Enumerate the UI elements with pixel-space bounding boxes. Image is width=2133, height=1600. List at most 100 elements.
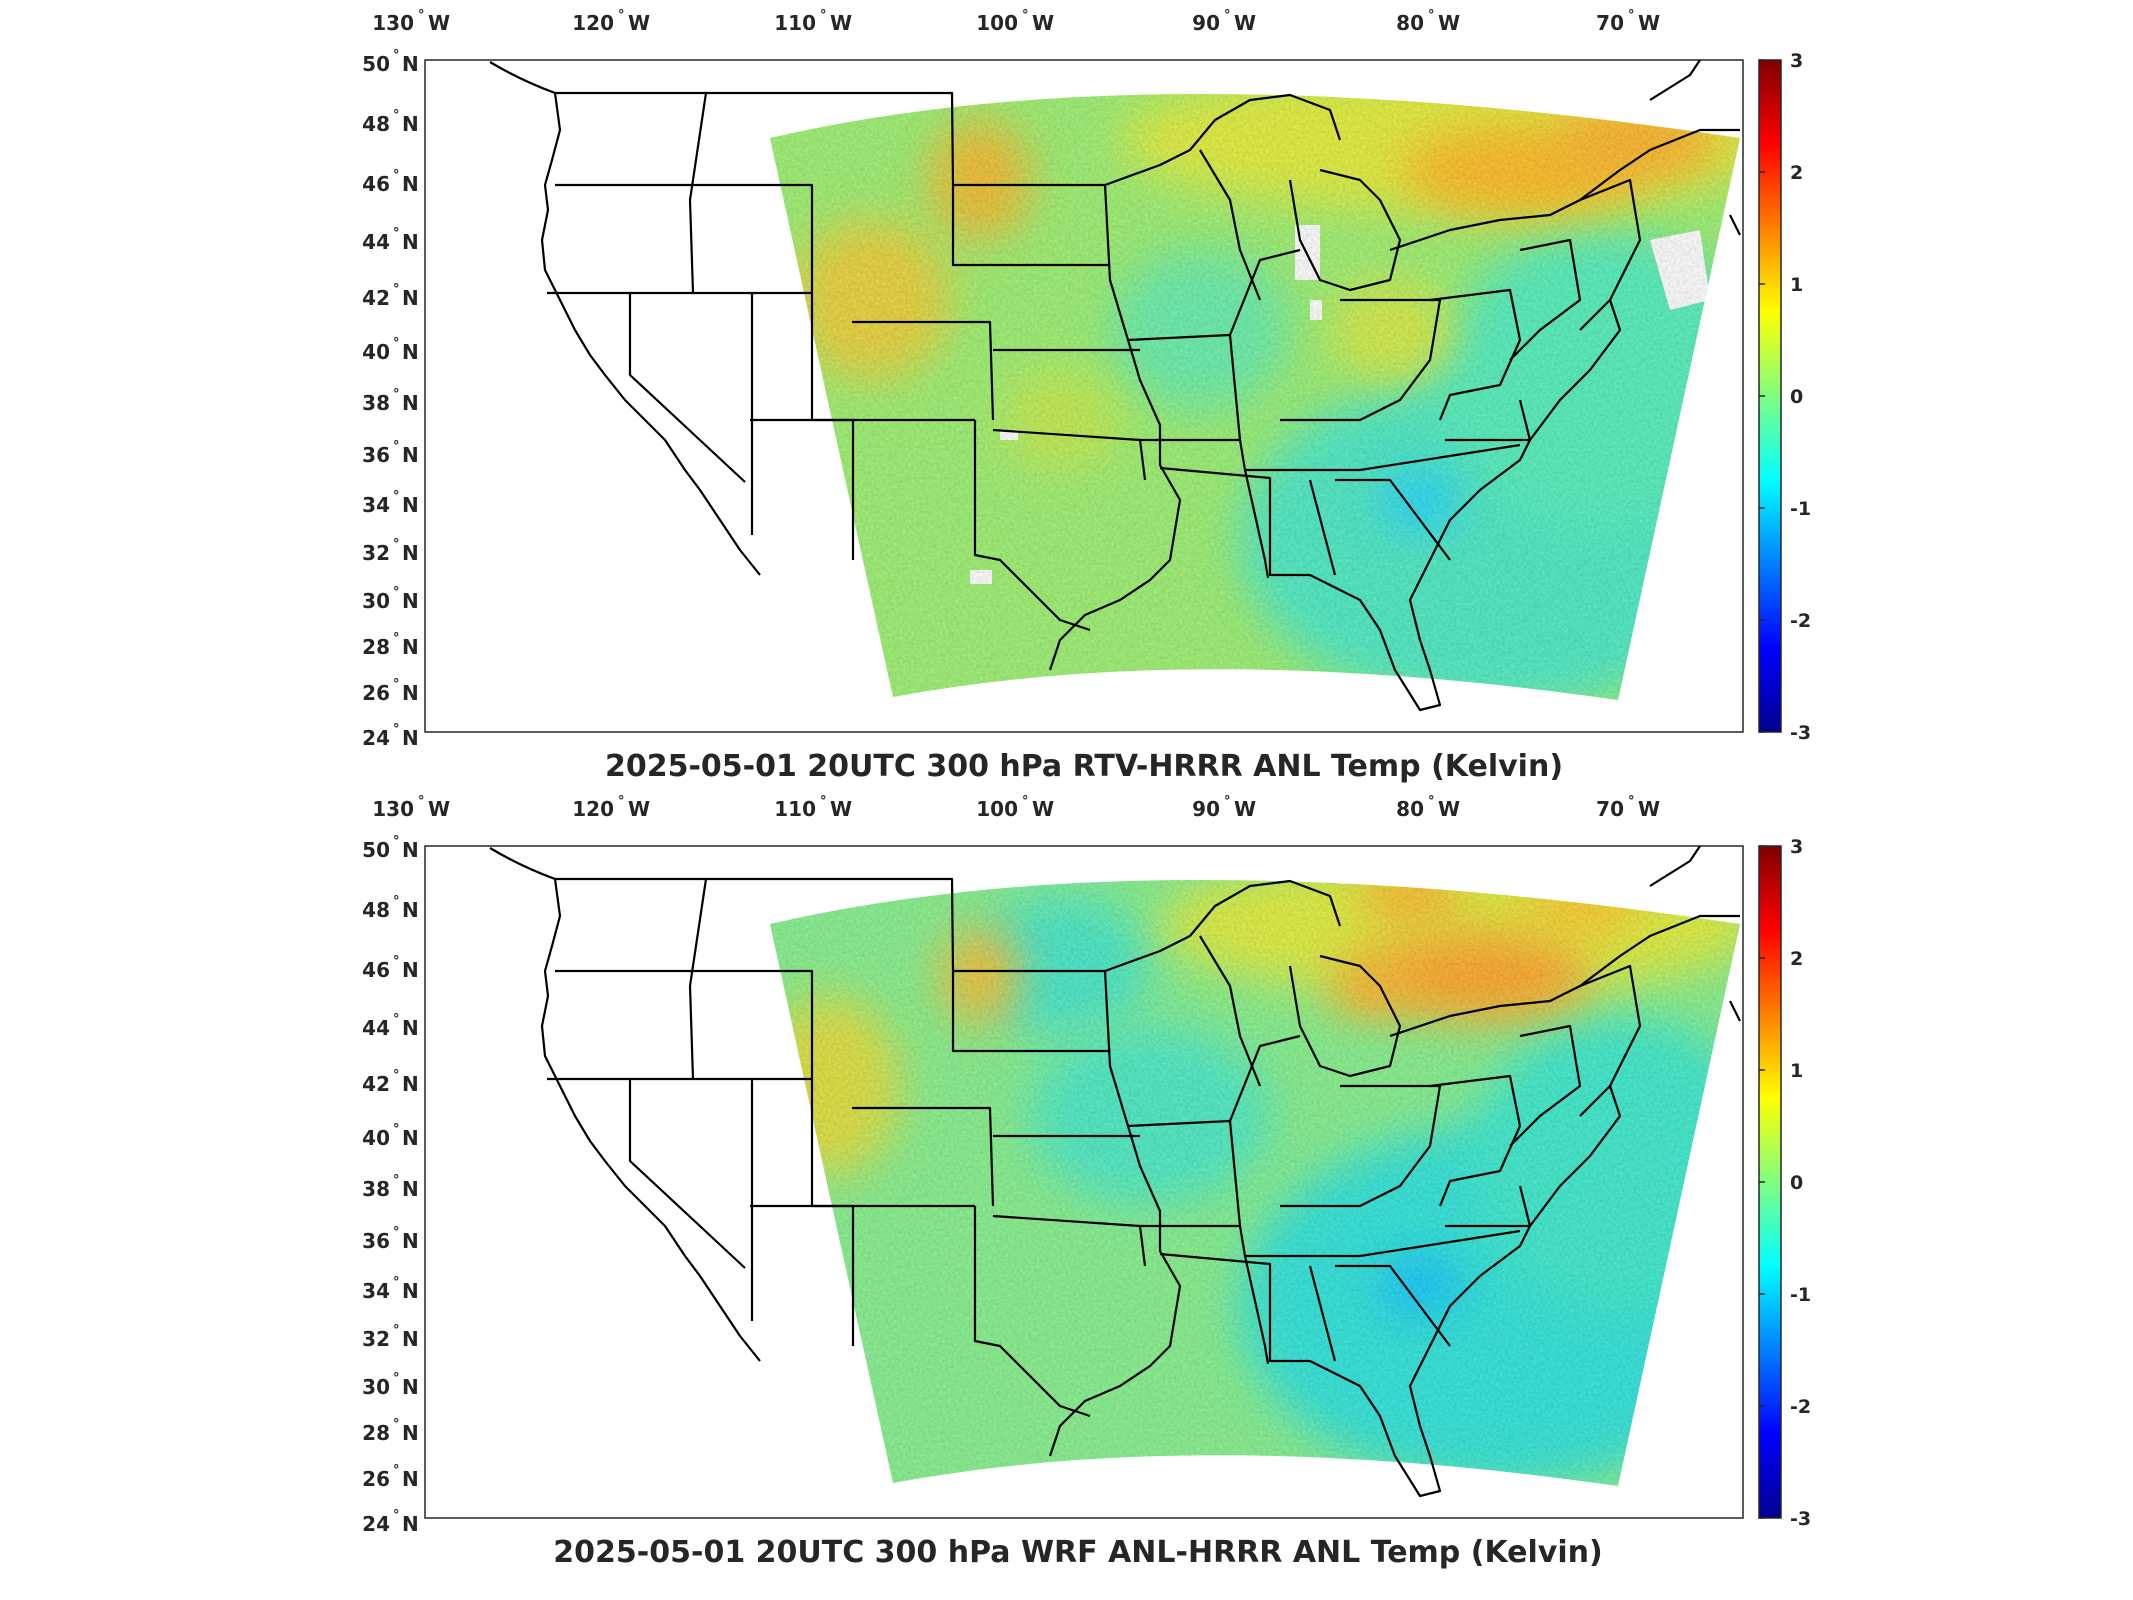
state-borders	[489, 59, 1741, 712]
svg-text:48: 48	[362, 112, 390, 136]
svg-text:W: W	[1638, 797, 1660, 821]
latitude-tick-label: 36 ° N	[362, 439, 419, 467]
svg-text:°: °	[418, 794, 425, 809]
svg-text:°: °	[393, 677, 400, 692]
svg-text:70: 70	[1596, 11, 1624, 35]
longitude-tick-label: 120 ° W	[572, 8, 650, 35]
svg-text:N: N	[402, 1421, 419, 1445]
latitude-tick-label: 44 ° N	[362, 226, 419, 254]
latitude-tick-label: 40 ° N	[362, 1122, 419, 1150]
colorbar-tick-label: -1	[1790, 498, 1811, 520]
svg-text:110: 110	[774, 797, 816, 821]
svg-text:70: 70	[1596, 797, 1624, 821]
latitude-tick-label: 42 ° N	[362, 1068, 419, 1096]
svg-text:W: W	[1032, 11, 1054, 35]
latitude-tick-label: 30 ° N	[362, 585, 419, 613]
svg-text:34: 34	[362, 1279, 390, 1303]
svg-text:N: N	[402, 958, 419, 982]
svg-text:100: 100	[976, 797, 1018, 821]
svg-text:44: 44	[362, 1016, 390, 1040]
svg-text:°: °	[393, 1122, 400, 1137]
svg-text:°: °	[393, 168, 400, 183]
svg-text:°: °	[1428, 8, 1435, 23]
svg-text:90: 90	[1192, 797, 1220, 821]
longitude-tick-label: 130 ° W	[372, 794, 450, 821]
latitude-ticks: 50 ° N48 ° N46 ° N44 ° N42 ° N40 ° N38 ° N36 ° N34 ° N32 ° N…	[362, 48, 419, 750]
latitude-tick-label: 32 ° N	[362, 537, 419, 565]
svg-text:80: 80	[1396, 797, 1424, 821]
latitude-tick-label: 36 ° N	[362, 1225, 419, 1253]
latitude-tick-label: 26 ° N	[362, 1463, 419, 1491]
svg-text:°: °	[393, 336, 400, 351]
svg-text:46: 46	[362, 172, 390, 196]
svg-text:°: °	[820, 794, 827, 809]
longitude-tick-label: 70 ° W	[1596, 794, 1660, 821]
svg-text:N: N	[402, 1327, 419, 1351]
svg-text:°: °	[393, 108, 400, 123]
longitude-tick-label: 100 ° W	[976, 794, 1054, 821]
latitude-tick-label: 28 ° N	[362, 631, 419, 659]
latitude-tick-label: 40 ° N	[362, 336, 419, 364]
svg-text:N: N	[402, 1016, 419, 1040]
svg-text:N: N	[402, 340, 419, 364]
colorbar-ticks: 3 2 1 0 -1 -2 -3	[1759, 836, 1811, 1530]
latitude-tick-label: 50 ° N	[362, 48, 419, 76]
colorbar-tick-label: -1	[1790, 1284, 1811, 1306]
latitude-tick-label: 46 ° N	[362, 168, 419, 196]
svg-text:°: °	[1428, 794, 1435, 809]
svg-text:°: °	[393, 1463, 400, 1478]
longitude-ticks: 130 ° W 120 ° W 110 ° W 100 ° W 90 ° W 80 ° W 70 ° W	[372, 8, 1660, 35]
colorbar-ticks: 3 2 1 0 -1 -2 -3	[1759, 50, 1811, 744]
svg-text:N: N	[402, 635, 419, 659]
latitude-tick-label: 48 ° N	[362, 108, 419, 136]
svg-text:N: N	[402, 286, 419, 310]
colorbar-tick-label: 2	[1790, 162, 1803, 184]
svg-text:W: W	[1438, 797, 1460, 821]
svg-text:38: 38	[362, 391, 390, 415]
colorbar-tick-label: 2	[1790, 948, 1803, 970]
svg-text:130: 130	[372, 797, 414, 821]
svg-text:48: 48	[362, 898, 390, 922]
svg-text:N: N	[402, 1229, 419, 1253]
svg-text:W: W	[830, 11, 852, 35]
panel-title: 2025-05-01 20UTC 300 hPa WRF ANL-HRRR AN…	[553, 1535, 1602, 1570]
colorbar-tick-label: -2	[1790, 610, 1811, 632]
latitude-tick-label: 24 ° N	[362, 1508, 419, 1536]
svg-text:32: 32	[362, 541, 390, 565]
svg-text:80: 80	[1396, 11, 1424, 35]
svg-text:°: °	[393, 282, 400, 297]
state-borders	[489, 845, 1741, 1498]
svg-text:W: W	[628, 797, 650, 821]
svg-text:N: N	[402, 1072, 419, 1096]
svg-text:°: °	[393, 1323, 400, 1338]
svg-text:°: °	[393, 834, 400, 849]
svg-text:°: °	[393, 48, 400, 63]
svg-text:°: °	[393, 226, 400, 241]
colorbar-tick-label: -2	[1790, 1396, 1811, 1418]
temperature-difference-field	[770, 880, 1740, 1486]
svg-text:W: W	[428, 797, 450, 821]
colorbar-tick-label: 3	[1790, 836, 1803, 858]
svg-text:130: 130	[372, 11, 414, 35]
longitude-tick-label: 130 ° W	[372, 8, 450, 35]
svg-text:°: °	[1022, 8, 1029, 23]
colorbar-tick-label: -3	[1790, 722, 1811, 744]
svg-text:N: N	[402, 443, 419, 467]
panel-title: 2025-05-01 20UTC 300 hPa RTV-HRRR ANL Te…	[605, 749, 1563, 784]
svg-text:°: °	[393, 387, 400, 402]
colorbar-tick-label: -3	[1790, 1508, 1811, 1530]
svg-text:44: 44	[362, 230, 390, 254]
svg-text:42: 42	[362, 286, 390, 310]
svg-text:W: W	[1438, 11, 1460, 35]
svg-text:40: 40	[362, 340, 390, 364]
latitude-tick-label: 42 ° N	[362, 282, 419, 310]
svg-text:°: °	[1628, 8, 1635, 23]
svg-text:°: °	[393, 1012, 400, 1027]
svg-text:N: N	[402, 838, 419, 862]
longitude-tick-label: 120 ° W	[572, 794, 650, 821]
svg-text:30: 30	[362, 589, 390, 613]
svg-text:N: N	[402, 1126, 419, 1150]
svg-text:N: N	[402, 112, 419, 136]
